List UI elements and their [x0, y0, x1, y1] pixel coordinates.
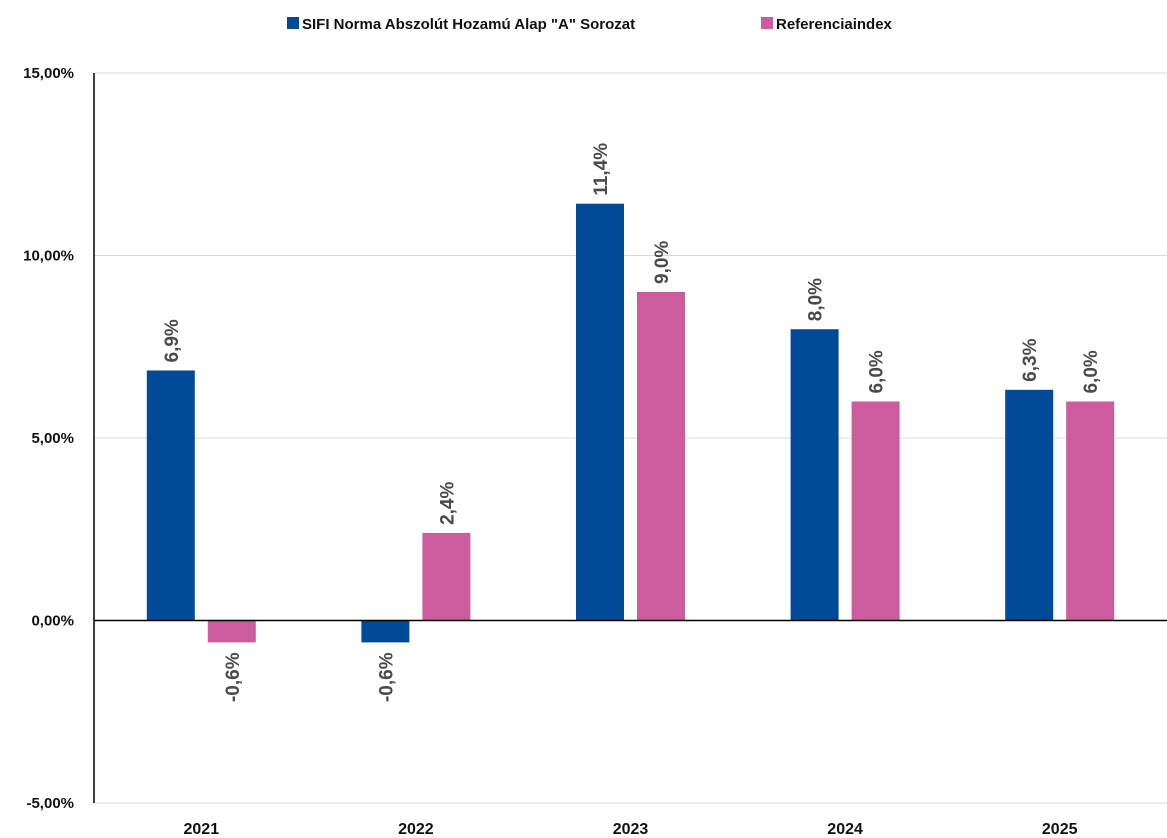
bar-benchmark-2025 — [1066, 401, 1115, 621]
data-label-benchmark-2023: 9,0% — [652, 241, 673, 284]
x-axis-category-labels: 2021 2022 2023 2024 2025 — [184, 821, 1078, 838]
bar-fund-2024 — [790, 329, 839, 621]
data-label-benchmark-2024: 6,0% — [867, 350, 888, 393]
y-tick-label-0: -5,00% — [26, 795, 74, 812]
y-tick-label-4: 15,00% — [23, 65, 74, 82]
legend-swatch-benchmark — [761, 17, 773, 29]
data-label-fund-2024: 8,0% — [806, 278, 827, 321]
y-tick-label-2: 5,00% — [31, 430, 74, 447]
data-label-benchmark-2025: 6,0% — [1081, 350, 1102, 393]
x-tick-label-2023: 2023 — [613, 821, 649, 838]
legend-label-fund: SIFI Norma Abszolút Hozamú Alap "A" Soro… — [302, 16, 635, 33]
bar-benchmark-2024 — [851, 401, 900, 621]
x-tick-label-2024: 2024 — [827, 821, 863, 838]
legend: SIFI Norma Abszolút Hozamú Alap "A" Soro… — [287, 16, 893, 33]
bar-fund-2022 — [361, 620, 410, 643]
data-label-fund-2023: 11,4% — [591, 143, 612, 196]
data-label-benchmark-2022: 2,4% — [437, 481, 458, 524]
legend-label-benchmark: Referenciaindex — [776, 16, 893, 33]
y-tick-label-3: 10,00% — [23, 248, 74, 265]
x-tick-label-2022: 2022 — [398, 821, 434, 838]
data-label-fund-2021: 6,9% — [162, 319, 183, 362]
bar-fund-2021 — [146, 370, 195, 621]
gridlines — [94, 72, 1167, 804]
bar-fund-2025 — [1005, 389, 1054, 621]
legend-swatch-fund — [287, 17, 299, 29]
x-tick-label-2025: 2025 — [1042, 821, 1078, 838]
bar-data-labels: 6,9% -0,6% -0,6% 2,4% 11,4% 9,0% 8,0% 6,0% 6,3% 6… — [162, 143, 1102, 702]
data-label-benchmark-2021: -0,6% — [223, 652, 244, 702]
bar-benchmark-2021 — [207, 620, 256, 643]
axes — [93, 73, 1167, 803]
bar-fund-2023 — [576, 203, 624, 621]
x-tick-label-2021: 2021 — [184, 821, 220, 838]
y-tick-label-1: 0,00% — [31, 613, 74, 630]
bar-benchmark-2022 — [422, 532, 471, 621]
bars — [146, 203, 1115, 643]
bar-benchmark-2023 — [637, 292, 685, 621]
data-label-fund-2022: -0,6% — [376, 652, 397, 702]
y-axis-tick-labels: -5,00% 0,00% 5,00% 10,00% 15,00% — [23, 65, 74, 812]
data-label-fund-2025: 6,3% — [1020, 338, 1041, 381]
